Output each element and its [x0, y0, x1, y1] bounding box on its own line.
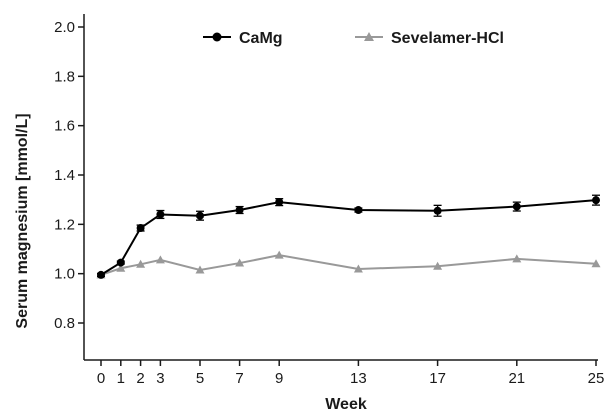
series-camg — [97, 194, 600, 279]
y-tick-label: 1.0 — [54, 266, 75, 283]
data-point — [156, 210, 165, 219]
legend-label-sevelamer: Sevelamer-HCl — [391, 30, 504, 47]
legend-label-camg: CaMg — [239, 30, 283, 47]
data-point — [195, 265, 205, 274]
y-tick-label: 1.8 — [54, 68, 75, 85]
x-tick-label: 0 — [97, 370, 105, 387]
data-point — [136, 224, 145, 233]
y-tick-label: 2.0 — [54, 19, 75, 36]
x-tick-label: 13 — [350, 370, 367, 387]
legend-marker-sevelamer — [364, 32, 374, 41]
data-point — [433, 261, 443, 270]
data-point — [275, 198, 284, 207]
legend: CaMg Sevelamer-HCl — [203, 30, 504, 47]
y-axis: 0.8 1.0 1.2 1.4 1.6 1.8 2.0 — [54, 14, 85, 360]
x-tick-label: 2 — [136, 370, 144, 387]
y-tick-label: 1.4 — [54, 167, 75, 184]
series-layer — [96, 194, 601, 279]
data-point — [116, 263, 126, 272]
y-tick-label: 1.2 — [54, 216, 75, 233]
y-axis-title: Serum magnesium [mmol/L] — [14, 113, 31, 328]
y-tick-label: 0.8 — [54, 315, 75, 332]
x-tick-label: 9 — [275, 370, 283, 387]
x-tick-label: 17 — [429, 370, 446, 387]
data-point — [155, 255, 165, 264]
data-point — [433, 206, 442, 215]
legend-marker-camg — [212, 32, 222, 42]
data-point — [235, 258, 245, 267]
x-axis: 0 1 2 3 5 7 9 13 17 21 25 — [84, 359, 605, 387]
data-point — [354, 206, 363, 215]
y-ticks: 0.8 1.0 1.2 1.4 1.6 1.8 2.0 — [54, 19, 84, 332]
series-line — [100, 254, 597, 276]
data-point — [274, 250, 284, 259]
data-point — [97, 270, 105, 279]
data-point — [512, 254, 522, 263]
data-point — [353, 264, 363, 273]
data-point — [235, 206, 244, 215]
legend-item-camg: CaMg — [203, 30, 283, 47]
x-ticks: 0 1 2 3 5 7 9 13 17 21 25 — [97, 360, 605, 387]
x-tick-label: 7 — [235, 370, 243, 387]
x-tick-label: 1 — [117, 370, 125, 387]
x-axis-title: Week — [325, 396, 367, 413]
x-tick-label: 3 — [156, 370, 164, 387]
data-point — [116, 258, 125, 267]
x-tick-label: 25 — [588, 370, 605, 387]
data-point — [512, 202, 521, 211]
x-tick-label: 21 — [508, 370, 525, 387]
legend-item-sevelamer: Sevelamer-HCl — [355, 30, 504, 47]
data-point — [136, 259, 146, 268]
series-sevelamer — [96, 250, 601, 279]
x-tick-label: 5 — [196, 370, 204, 387]
data-point — [592, 196, 600, 205]
data-point — [196, 211, 204, 220]
y-tick-label: 1.6 — [54, 118, 75, 135]
data-point — [591, 259, 601, 268]
